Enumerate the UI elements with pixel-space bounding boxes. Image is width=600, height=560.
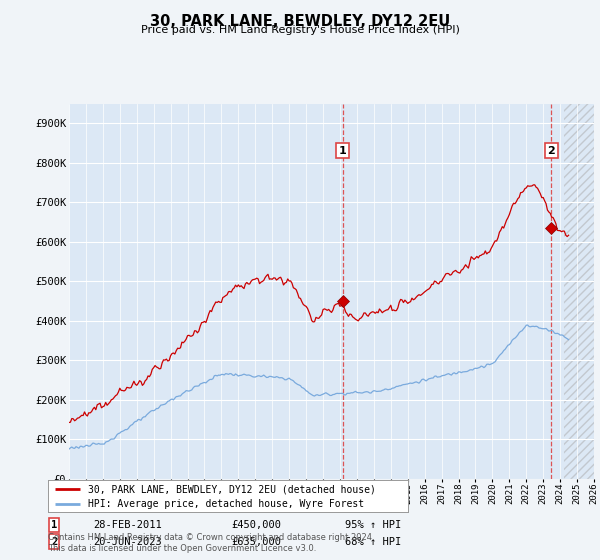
Text: £635,000: £635,000 [231,536,281,547]
Text: Contains HM Land Registry data © Crown copyright and database right 2024.
This d: Contains HM Land Registry data © Crown c… [48,533,374,553]
Text: £450,000: £450,000 [231,520,281,530]
Text: 2: 2 [547,146,555,156]
Bar [565,104,594,479]
Text: 1: 1 [51,520,57,530]
Text: 68% ↑ HPI: 68% ↑ HPI [345,536,401,547]
Text: Price paid vs. HM Land Registry's House Price Index (HPI): Price paid vs. HM Land Registry's House … [140,25,460,35]
Text: 30, PARK LANE, BEWDLEY, DY12 2EU (detached house): 30, PARK LANE, BEWDLEY, DY12 2EU (detach… [88,484,376,494]
Text: 20-JUN-2023: 20-JUN-2023 [93,536,162,547]
Text: HPI: Average price, detached house, Wyre Forest: HPI: Average price, detached house, Wyre… [88,499,364,509]
Text: 2: 2 [51,536,57,547]
Text: 30, PARK LANE, BEWDLEY, DY12 2EU: 30, PARK LANE, BEWDLEY, DY12 2EU [150,14,450,29]
Text: 28-FEB-2011: 28-FEB-2011 [93,520,162,530]
Text: 95% ↑ HPI: 95% ↑ HPI [345,520,401,530]
Text: 1: 1 [338,146,346,156]
